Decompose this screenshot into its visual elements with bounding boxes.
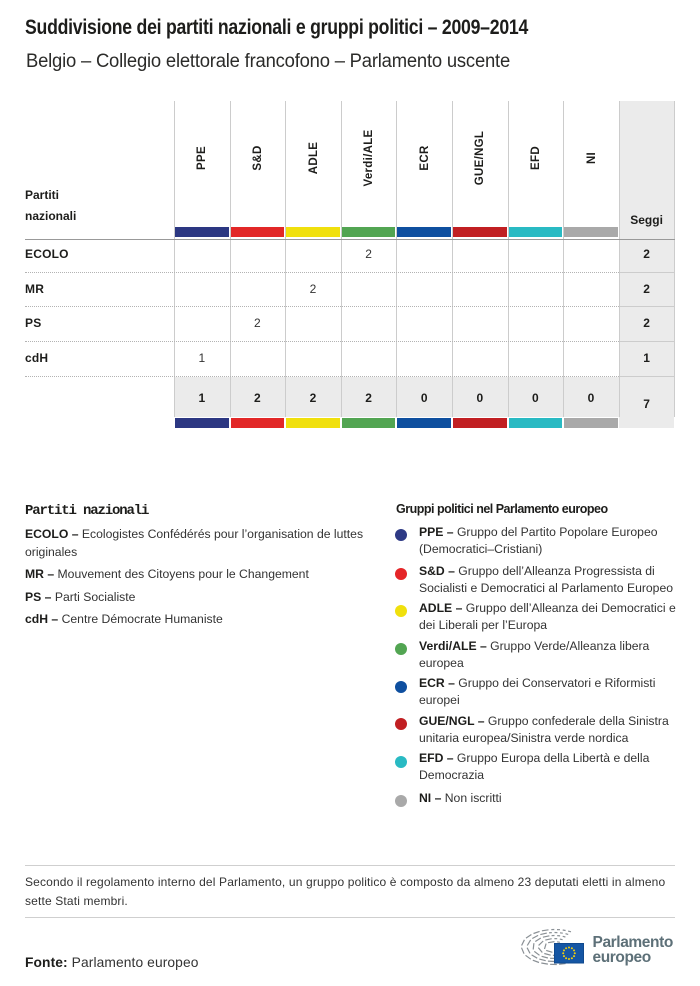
svg-text:europeo: europeo <box>593 949 651 966</box>
svg-text:Parlamento: Parlamento <box>593 934 673 951</box>
